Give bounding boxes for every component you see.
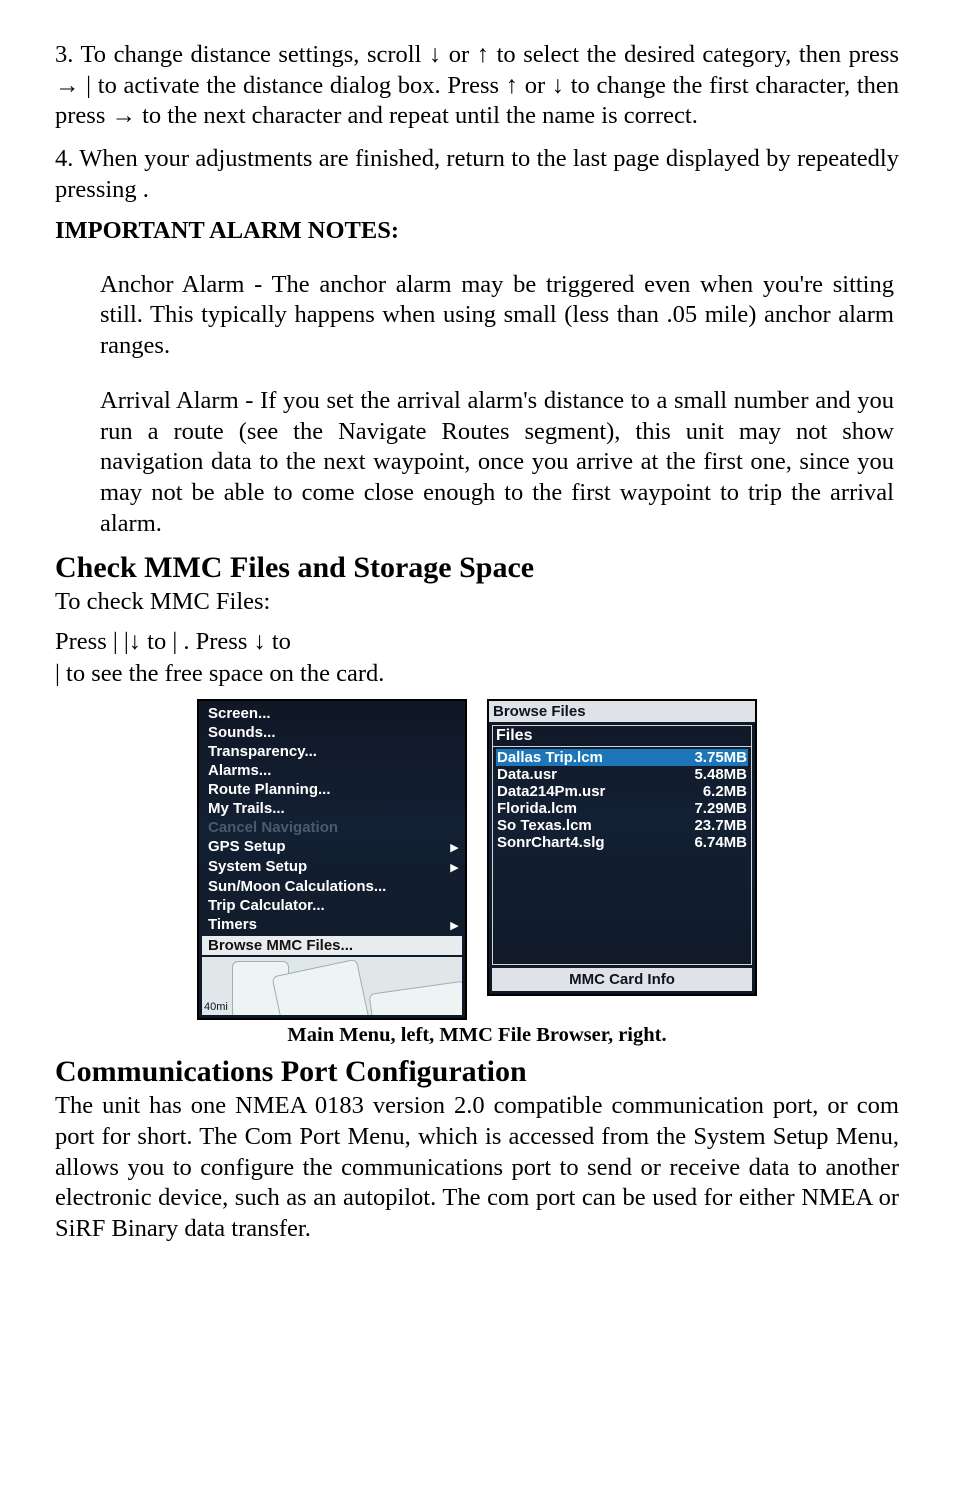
screenshot-caption: Main Menu, left, MMC File Browser, right… — [55, 1024, 899, 1047]
menu-item-screen[interactable]: Screen... — [202, 704, 462, 723]
menu-item-label: Sun/Moon Calculations... — [208, 878, 386, 895]
file-list: Dallas Trip.lcm 3.75MB Data.usr 5.48MB D… — [492, 747, 752, 965]
file-row-data214[interactable]: Data214Pm.usr 6.2MB — [496, 783, 748, 800]
map-preview: 40mi — [202, 957, 462, 1015]
main-menu-screenshot: Screen... Sounds... Transparency... Alar… — [197, 699, 467, 1020]
file-name: SonrChart4.slg — [497, 834, 605, 851]
menu-item-my-trails[interactable]: My Trails... — [202, 799, 462, 818]
menu-item-sounds[interactable]: Sounds... — [202, 723, 462, 742]
menu-item-label: Alarms... — [208, 762, 271, 779]
com-port-heading: Communications Port Configuration — [55, 1055, 899, 1089]
file-size: 6.2MB — [703, 783, 747, 800]
menu-item-label: My Trails... — [208, 800, 285, 817]
menu-item-gps-setup[interactable]: GPS Setup ▸ — [202, 837, 462, 857]
file-size: 5.48MB — [694, 766, 747, 783]
menu-item-label: Timers — [208, 916, 257, 934]
file-size: 3.75MB — [694, 749, 747, 766]
menu-item-label: Browse MMC Files... — [208, 937, 353, 954]
menu-item-label: Trip Calculator... — [208, 897, 325, 914]
press-line-1: Press | |↓ to | . Press ↓ to — [55, 628, 291, 655]
press-sequence: Press | |↓ to | . Press ↓ to | to see th… — [55, 626, 899, 690]
menu-item-trip-calculator[interactable]: Trip Calculator... — [202, 896, 462, 915]
file-size: 23.7MB — [694, 817, 747, 834]
menu-item-cancel-navigation: Cancel Navigation — [202, 818, 462, 837]
menu-item-transparency[interactable]: Transparency... — [202, 742, 462, 761]
menu-item-label: Screen... — [208, 705, 271, 722]
check-mmc-intro: To check MMC Files: — [55, 587, 899, 618]
menu-item-route-planning[interactable]: Route Planning... — [202, 780, 462, 799]
menu-item-system-setup[interactable]: System Setup ▸ — [202, 857, 462, 877]
file-row-sonrchart[interactable]: SonrChart4.slg 6.74MB — [496, 834, 748, 851]
anchor-alarm-note: Anchor Alarm - The anchor alarm may be t… — [100, 270, 894, 362]
file-name: Florida.lcm — [497, 800, 577, 817]
menu-item-label: Sounds... — [208, 724, 276, 741]
chevron-right-icon: ▸ — [450, 838, 458, 856]
file-row-dallas[interactable]: Dallas Trip.lcm 3.75MB — [496, 749, 748, 766]
menu-item-label: GPS Setup — [208, 838, 286, 856]
press-line-2: | to see the free space on the card. — [55, 660, 384, 687]
file-row-florida[interactable]: Florida.lcm 7.29MB — [496, 800, 748, 817]
file-name: Dallas Trip.lcm — [497, 749, 603, 766]
chevron-right-icon: ▸ — [450, 858, 458, 876]
file-name: So Texas.lcm — [497, 817, 592, 834]
chevron-right-icon: ▸ — [450, 916, 458, 934]
file-row-data[interactable]: Data.usr 5.48MB — [496, 766, 748, 783]
step-3-text: 3. To change distance settings, scroll ↓… — [55, 40, 899, 132]
file-name: Data.usr — [497, 766, 557, 783]
file-size: 7.29MB — [694, 800, 747, 817]
menu-item-label: System Setup — [208, 858, 307, 876]
file-browser-screenshot: Browse Files Files Dallas Trip.lcm 3.75M… — [487, 699, 757, 996]
check-mmc-heading: Check MMC Files and Storage Space — [55, 551, 899, 585]
file-size: 6.74MB — [694, 834, 747, 851]
map-scale-label: 40mi — [204, 1001, 228, 1013]
file-row-sotexas[interactable]: So Texas.lcm 23.7MB — [496, 817, 748, 834]
menu-item-sunmoon[interactable]: Sun/Moon Calculations... — [202, 877, 462, 896]
screenshot-row: Screen... Sounds... Transparency... Alar… — [55, 699, 899, 1020]
files-heading: Files — [492, 725, 752, 747]
step-4-text: 4. When your adjustments are finished, r… — [55, 144, 899, 205]
alarm-notes-heading: IMPORTANT ALARM NOTES: — [55, 217, 899, 245]
menu-item-alarms[interactable]: Alarms... — [202, 761, 462, 780]
arrival-alarm-note: Arrival Alarm - If you set the arrival a… — [100, 386, 894, 539]
menu-item-timers[interactable]: Timers ▸ — [202, 915, 462, 935]
menu-item-browse-mmc-files[interactable]: Browse MMC Files... — [202, 936, 462, 955]
mmc-card-info-button[interactable]: MMC Card Info — [492, 968, 752, 991]
menu-item-label: Cancel Navigation — [208, 819, 338, 836]
document-page: 3. To change distance settings, scroll ↓… — [0, 0, 954, 1295]
menu-item-label: Transparency... — [208, 743, 317, 760]
file-name: Data214Pm.usr — [497, 783, 605, 800]
browser-title-bar: Browse Files — [489, 701, 755, 722]
menu-item-label: Route Planning... — [208, 781, 331, 798]
com-port-text: The unit has one NMEA 0183 version 2.0 c… — [55, 1091, 899, 1244]
